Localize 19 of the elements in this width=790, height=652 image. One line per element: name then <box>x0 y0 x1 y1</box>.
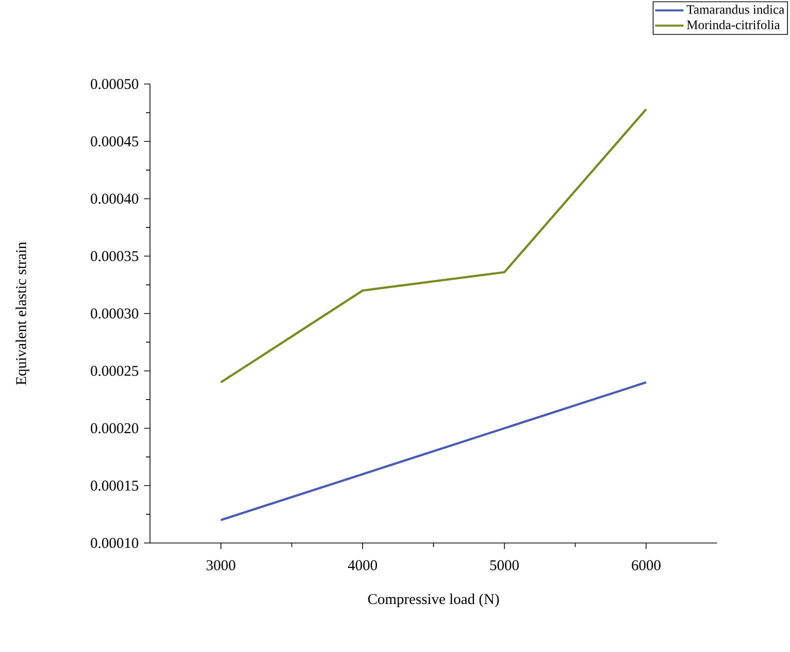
legend-label: Tamarandus indica <box>686 4 784 14</box>
y-tick-label: 0.00040 <box>90 194 138 204</box>
y-tick-label: 0.00035 <box>90 251 138 262</box>
x-axis-title: Compressive load (N) <box>368 594 499 608</box>
legend-label: Morinda-citrifolia <box>686 20 780 30</box>
y-tick-label: 0.00050 <box>90 78 138 90</box>
y-tick-label: 0.00010 <box>90 538 138 548</box>
x-tick-label: 4000 <box>348 560 378 570</box>
x-tick-label: 6000 <box>632 560 661 570</box>
x-tick-label: 3000 <box>206 560 236 570</box>
y-tick-label: 0.00030 <box>90 308 138 319</box>
line-series <box>220 108 648 384</box>
line-series <box>220 381 648 522</box>
x-tick-label: 5000 <box>490 560 519 570</box>
y-axis-title: Equivalent elastic strain <box>16 242 30 385</box>
y-tick-label: 0.00025 <box>90 366 138 376</box>
y-tick-label: 0.00015 <box>90 480 138 491</box>
y-tick-label: 0.00020 <box>90 423 138 434</box>
y-tick-label: 0.00045 <box>90 136 138 146</box>
